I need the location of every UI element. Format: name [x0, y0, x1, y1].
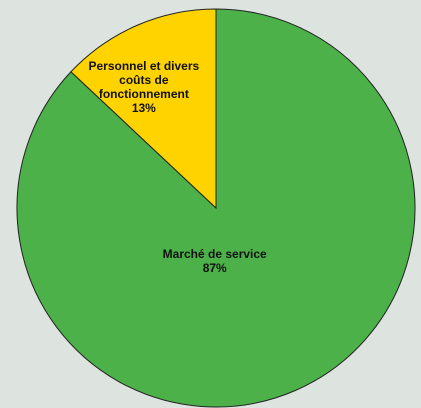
- pie-slice: [70, 8, 217, 210]
- pie-slice: [16, 8, 416, 408]
- slice-category: Marché de service: [162, 246, 267, 261]
- slice-value: 13%: [131, 101, 156, 116]
- slice-label: Personnel et divers coûts de fonctionnem…: [88, 59, 200, 115]
- slice-label: Marché de service 87%: [135, 247, 295, 275]
- slice-value: 87%: [202, 260, 227, 275]
- slice-category: Personnel et divers coûts de fonctionnem…: [88, 59, 200, 102]
